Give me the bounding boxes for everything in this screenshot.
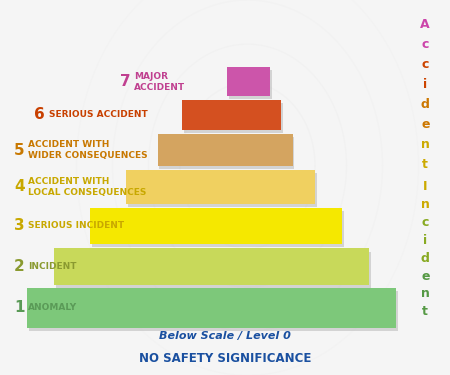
Bar bbox=[56, 252, 371, 288]
Bar bbox=[229, 70, 272, 99]
Text: d: d bbox=[421, 252, 430, 264]
Text: 2: 2 bbox=[14, 259, 25, 274]
Bar bbox=[184, 103, 283, 133]
Text: d: d bbox=[421, 98, 430, 111]
Bar bbox=[126, 170, 315, 204]
Bar bbox=[27, 288, 396, 328]
Text: MAJOR
ACCIDENT: MAJOR ACCIDENT bbox=[134, 72, 185, 92]
Text: e: e bbox=[421, 270, 429, 282]
Text: A: A bbox=[420, 18, 430, 31]
Bar bbox=[128, 173, 317, 207]
Text: 7: 7 bbox=[120, 74, 130, 89]
Text: c: c bbox=[422, 38, 429, 51]
Text: n: n bbox=[421, 198, 430, 211]
Text: i: i bbox=[423, 234, 428, 247]
Text: NO SAFETY SIGNIFICANCE: NO SAFETY SIGNIFICANCE bbox=[139, 352, 311, 364]
Text: ACCIDENT WITH
WIDER CONSEQUENCES: ACCIDENT WITH WIDER CONSEQUENCES bbox=[28, 140, 148, 160]
Text: 6: 6 bbox=[34, 107, 45, 122]
Bar bbox=[90, 208, 342, 244]
Text: c: c bbox=[422, 58, 429, 70]
Text: I: I bbox=[423, 180, 428, 193]
Text: SERIOUS ACCIDENT: SERIOUS ACCIDENT bbox=[49, 110, 147, 119]
Text: t: t bbox=[422, 158, 428, 171]
Bar bbox=[159, 136, 294, 170]
Text: n: n bbox=[421, 288, 430, 300]
Text: ANOMALY: ANOMALY bbox=[28, 303, 77, 312]
Text: i: i bbox=[423, 78, 428, 91]
Bar bbox=[54, 248, 369, 285]
Text: ACCIDENT WITH
LOCAL CONSEQUENCES: ACCIDENT WITH LOCAL CONSEQUENCES bbox=[28, 177, 147, 197]
Text: 3: 3 bbox=[14, 219, 25, 234]
Bar bbox=[92, 211, 344, 247]
Text: e: e bbox=[421, 118, 429, 131]
Text: 4: 4 bbox=[14, 180, 25, 195]
Text: 5: 5 bbox=[14, 142, 25, 158]
Text: SERIOUS INCIDENT: SERIOUS INCIDENT bbox=[28, 222, 125, 231]
Bar bbox=[29, 291, 398, 331]
Bar bbox=[227, 67, 270, 96]
Text: 1: 1 bbox=[14, 300, 25, 315]
Text: Below Scale / Level 0: Below Scale / Level 0 bbox=[159, 331, 291, 340]
Bar bbox=[182, 100, 281, 130]
Text: INCIDENT: INCIDENT bbox=[28, 262, 77, 271]
Bar bbox=[158, 134, 292, 166]
Text: n: n bbox=[421, 138, 430, 151]
Text: c: c bbox=[422, 216, 429, 229]
Text: t: t bbox=[422, 305, 428, 318]
